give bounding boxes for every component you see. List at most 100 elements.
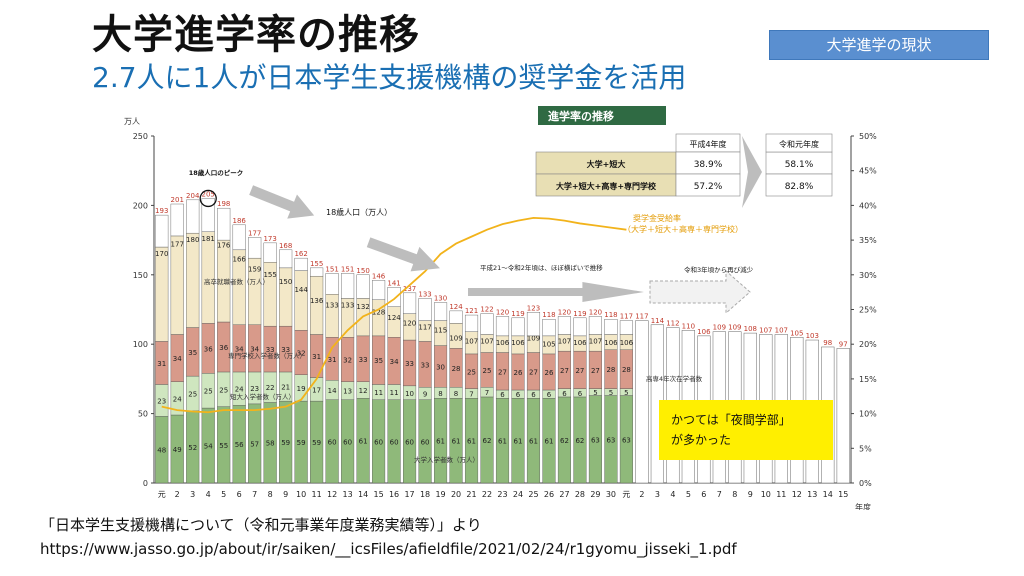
hs-total-label: 136	[310, 297, 324, 305]
population-value-label: 133	[418, 290, 431, 298]
source-caption: 「日本学生支援機構について（令和元事業年度業務実績等）」より	[40, 516, 482, 534]
bar-value-label: 30	[436, 363, 445, 371]
population-value-label: 146	[372, 272, 386, 280]
bar-value-label: 61	[452, 438, 461, 446]
population-bar	[542, 319, 556, 337]
bar-value-label: 61	[436, 438, 445, 446]
bar-segment	[155, 246, 169, 342]
bar-value-label: 23	[250, 385, 259, 393]
hs-total-label: 107	[465, 337, 478, 345]
y2-tick-label: 20%	[859, 340, 877, 349]
population-value-label: 119	[511, 310, 524, 318]
population-value-label: 103	[806, 332, 819, 340]
population-value-label: 198	[217, 200, 230, 208]
hs-total-label: 133	[325, 301, 338, 309]
vocational-series-label: 専門学校入学者数（万人）	[228, 351, 306, 360]
hs-total-label: 150	[279, 278, 292, 286]
bar-segment	[294, 270, 308, 331]
population-bar	[232, 224, 246, 251]
x-tick-label: 2	[639, 490, 644, 499]
bar-segment	[186, 232, 200, 328]
hs-total-label: 109	[449, 335, 462, 343]
population-bar	[480, 313, 494, 335]
bar-value-label: 63	[591, 436, 600, 444]
population-value-label: 168	[279, 242, 292, 250]
plateau-arrow	[468, 282, 644, 302]
bar-value-label: 62	[560, 437, 569, 445]
population-value-label: 120	[589, 308, 602, 316]
hs-total-label: 124	[387, 314, 401, 322]
bar-value-label: 33	[405, 360, 414, 368]
table-value-h4: 57.2%	[694, 182, 723, 192]
population-value-label: 123	[527, 304, 540, 312]
bar-value-label: 48	[157, 447, 166, 455]
table-title-bg	[538, 106, 666, 125]
population-value-label: 117	[620, 313, 633, 321]
population-bar	[372, 280, 386, 300]
population-bar	[588, 316, 602, 335]
population-value-label: 141	[387, 279, 400, 287]
bar-value-label: 24	[235, 386, 244, 394]
x-tick-label: 26	[544, 490, 554, 499]
population-legend-label: 18歳人口（万人）	[326, 207, 392, 217]
population-bar	[464, 314, 479, 332]
bar-value-label: 25	[483, 367, 492, 375]
x-tick-label: 12	[327, 490, 337, 499]
bar-value-label: 27	[529, 368, 538, 376]
bar-value-label: 11	[390, 389, 399, 397]
bar-value-label: 58	[266, 440, 275, 448]
bar-value-label: 32	[297, 350, 306, 358]
y2-tick-label: 30%	[859, 271, 877, 280]
bar-value-label: 6	[562, 390, 567, 398]
bar-value-label: 6	[516, 391, 521, 399]
hs-total-label: 128	[372, 308, 385, 316]
bar-value-label: 26	[545, 369, 554, 377]
bar-value-label: 6	[578, 390, 583, 398]
table-value-r1: 58.1%	[785, 160, 814, 170]
hs-total-label: 166	[233, 256, 247, 264]
peak-label: 18歳人口のピーク	[189, 168, 244, 177]
population-value-label: 106	[697, 328, 711, 336]
population-value-label: 173	[263, 235, 276, 243]
hs-total-label: 155	[263, 271, 276, 279]
population-bar	[155, 214, 169, 248]
x-tick-label: 10	[296, 490, 306, 499]
bar-segment	[310, 275, 324, 335]
x-tick-label: 23	[497, 490, 507, 499]
population-value-label: 114	[651, 317, 665, 325]
population-value-label: 120	[496, 308, 509, 316]
population-bar	[403, 292, 417, 314]
x-tick-label: 5	[221, 490, 226, 499]
population-bar	[557, 316, 572, 335]
rate-line-label-sub: （大学＋短大＋高専＋専門学校）	[623, 224, 743, 234]
hs-total-label: 105	[542, 340, 555, 348]
bar-value-label: 5	[609, 389, 613, 397]
x-axis-label: 年度	[855, 502, 871, 510]
y-unit-label: 万人	[124, 117, 140, 126]
trend-arrow	[249, 185, 315, 219]
bar-value-label: 60	[328, 438, 337, 446]
y2-tick-label: 40%	[859, 201, 877, 210]
bar-value-label: 49	[173, 446, 182, 454]
x-tick-label: 5	[686, 490, 691, 499]
bar-value-label: 11	[374, 389, 383, 397]
population-bar	[526, 312, 541, 337]
population-value-label: 118	[542, 311, 555, 319]
bar-value-label: 59	[312, 439, 321, 447]
x-tick-label: 29	[590, 490, 600, 499]
y-tick-label: 0	[143, 479, 148, 488]
x-tick-label: 22	[482, 490, 492, 499]
population-value-label: 119	[573, 310, 586, 318]
y-tick-label: 50	[138, 410, 148, 419]
x-tick-label: 元	[622, 490, 630, 499]
population-bar	[325, 273, 339, 295]
population-value-label: 205	[202, 190, 215, 198]
population-bar	[279, 249, 293, 269]
x-tick-label: 9	[748, 490, 753, 499]
bar-value-label: 5	[593, 389, 597, 397]
y2-tick-label: 35%	[859, 236, 877, 245]
table-row-label: 大学+短大+高専+専門学校	[556, 181, 657, 191]
enrollment-chart: 万人 0 50 100 150 200 250 0% 5% 10% 15% 20% 25% 30% 35% 4…	[124, 106, 877, 510]
population-value-label: 204	[186, 192, 200, 200]
hs-total-label: 176	[217, 242, 231, 250]
